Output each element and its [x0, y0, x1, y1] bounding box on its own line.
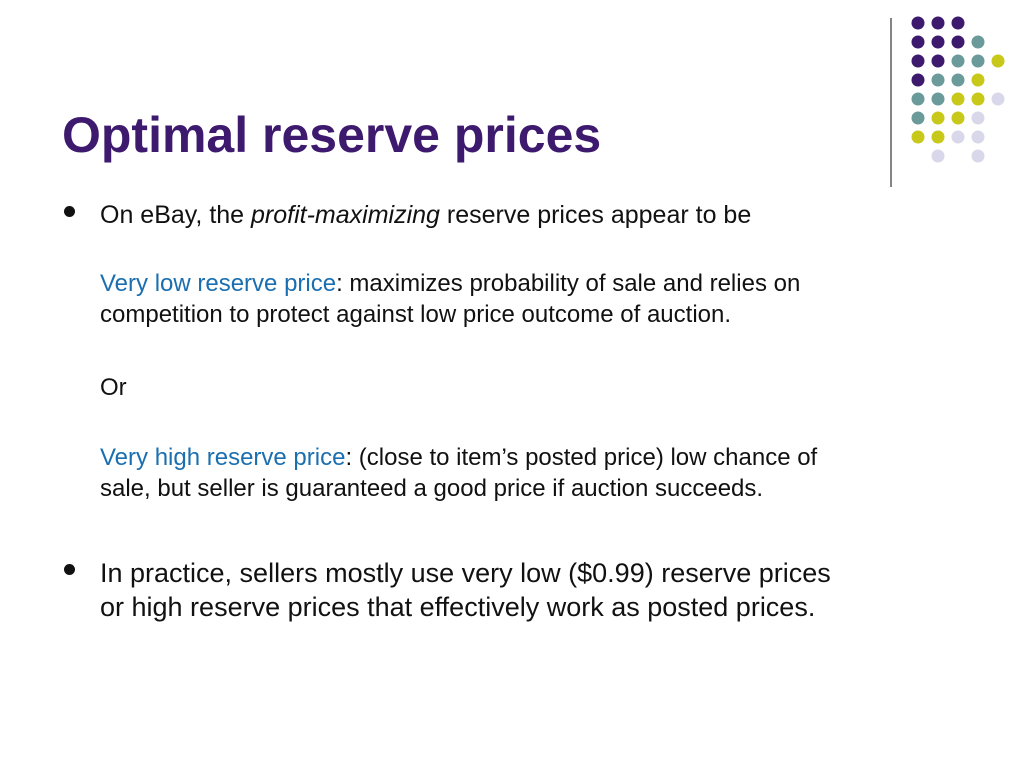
dot [931, 111, 945, 125]
bullet-text: or high reserve prices that effectively … [100, 592, 816, 622]
text: reserve prices appear to be [439, 201, 752, 229]
dot [911, 35, 925, 49]
subparagraph: Very low reserve price: maximizes probab… [100, 270, 800, 298]
text: On eBay, the [100, 201, 252, 229]
dot [951, 35, 965, 49]
dot [971, 54, 985, 68]
dot [911, 111, 925, 125]
dot-grid [911, 16, 1005, 163]
dot [951, 92, 965, 106]
dot [971, 130, 985, 144]
bullet [64, 206, 75, 217]
dot [991, 92, 1005, 106]
emphasis: profit-maximizing [251, 201, 440, 229]
bullet-text: In practice, sellers mostly use very low… [100, 558, 831, 588]
dot [911, 92, 925, 106]
dot [971, 73, 985, 87]
dot [971, 149, 985, 163]
dot [931, 35, 945, 49]
decoration [890, 16, 1005, 187]
dot [911, 73, 925, 87]
title: Optimal reserve prices [62, 107, 602, 163]
dot [931, 54, 945, 68]
subparagraph: Very high reserve price: (close to item’… [100, 444, 817, 472]
bullet-text: On eBay, the profit-maximizing reserve p… [100, 201, 751, 230]
dot [951, 16, 965, 30]
dot [931, 149, 945, 163]
text: : maximizes probability of sale and reli… [336, 270, 801, 297]
dot [951, 73, 965, 87]
dot [951, 111, 965, 125]
text: : (close to item’s posted price) low cha… [345, 444, 818, 471]
dot [971, 111, 985, 125]
dot [911, 130, 925, 144]
term: Very high reserve price [100, 444, 346, 471]
dot [911, 16, 925, 30]
dot [971, 35, 985, 49]
term: Very low reserve price [100, 270, 337, 297]
dot [931, 92, 945, 106]
subparagraph-line: competition to protect against low price… [100, 301, 732, 328]
dot [911, 54, 925, 68]
dot [951, 54, 965, 68]
dot [951, 130, 965, 144]
subparagraph: Or [100, 374, 127, 401]
subparagraph-line: sale, but seller is guaranteed a good pr… [100, 475, 764, 502]
dot [931, 16, 945, 30]
dot [991, 54, 1005, 68]
dot [971, 92, 985, 106]
dot [931, 73, 945, 87]
dot [931, 130, 945, 144]
bullet [64, 564, 75, 575]
